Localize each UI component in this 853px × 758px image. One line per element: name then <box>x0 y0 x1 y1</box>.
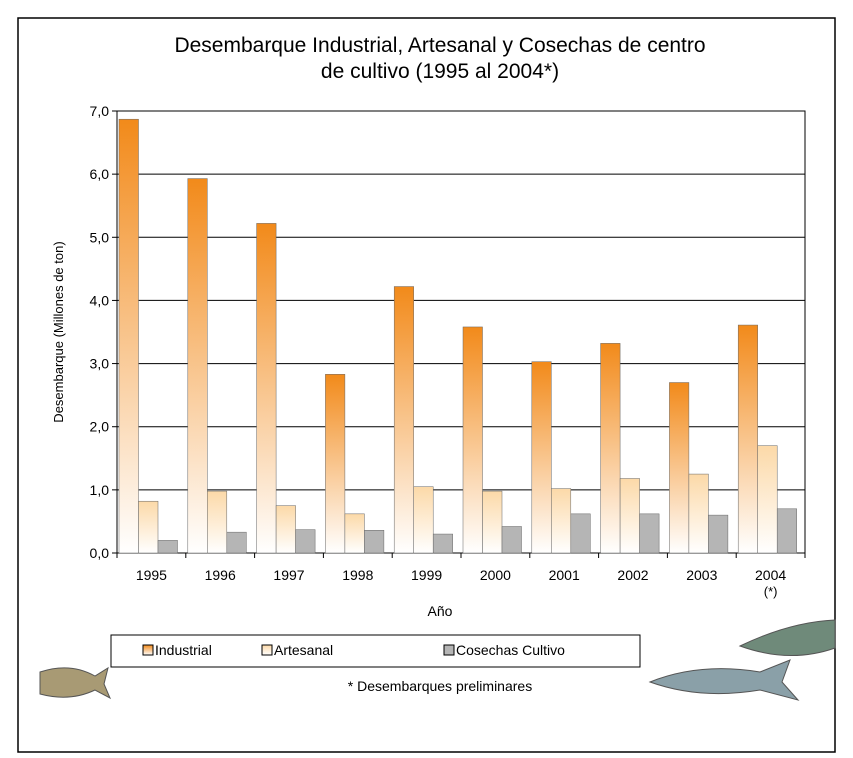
legend-swatch <box>261 644 273 656</box>
y-axis-label: Desembarque (Millones de ton) <box>51 241 66 422</box>
chart-title: de cultivo (1995 al 2004*) <box>321 60 559 83</box>
legend-label: Industrial <box>155 642 212 658</box>
x-axis-label: Año <box>428 603 453 619</box>
x-tick-label: 1996 <box>205 567 236 583</box>
bar <box>757 445 778 554</box>
y-tick-label: 3,0 <box>90 356 110 372</box>
bar <box>482 490 503 554</box>
y-tick-label: 5,0 <box>90 229 110 245</box>
fish-right <box>648 619 836 701</box>
x-tick-label: 1997 <box>273 567 304 583</box>
x-tick-label: 2004 <box>755 567 786 583</box>
y-tick-label: 7,0 <box>90 103 110 119</box>
bar <box>639 513 660 554</box>
bar <box>325 374 346 554</box>
y-tick-label: 4,0 <box>90 292 110 308</box>
bar <box>688 473 709 554</box>
bar <box>138 500 159 554</box>
y-tick-label: 6,0 <box>90 166 110 182</box>
footnote: * Desembarques preliminares <box>348 678 532 694</box>
x-tick-label: 2003 <box>686 567 717 583</box>
x-tick-label: 1995 <box>136 567 167 583</box>
bar <box>364 530 385 554</box>
bar <box>275 505 296 554</box>
x-tick-label: 2001 <box>549 567 580 583</box>
bar <box>207 490 228 554</box>
bar <box>344 513 365 554</box>
bar <box>570 513 591 554</box>
bar <box>295 529 316 554</box>
fish-left <box>39 666 112 700</box>
bar <box>413 486 434 554</box>
bar <box>501 526 522 554</box>
bar <box>256 223 277 554</box>
bar <box>118 118 139 554</box>
bar <box>462 326 483 554</box>
x-tick-label: 1998 <box>342 567 373 583</box>
legend-swatch <box>443 644 455 656</box>
x-tick-label: 2002 <box>617 567 648 583</box>
bar <box>157 540 178 554</box>
bar <box>776 508 797 554</box>
bar <box>187 178 208 554</box>
bar <box>393 286 414 554</box>
bar <box>708 514 729 554</box>
bar <box>226 531 247 554</box>
legend <box>110 634 641 668</box>
bar <box>551 488 572 554</box>
chart-title: Desembarque Industrial, Artesanal y Cose… <box>174 34 705 57</box>
legend-label: Cosechas Cultivo <box>456 642 565 658</box>
legend-label: Artesanal <box>274 642 333 658</box>
bar <box>619 478 640 554</box>
y-tick-label: 2,0 <box>90 419 110 435</box>
legend-swatch <box>142 644 154 656</box>
x-tick-label: 2000 <box>480 567 511 583</box>
bar <box>669 382 690 554</box>
bar <box>600 343 621 554</box>
bar <box>737 324 758 554</box>
bar <box>432 533 453 554</box>
y-tick-label: 1,0 <box>90 482 110 498</box>
x-tick-label: 1999 <box>411 567 442 583</box>
x-tick-note: (*) <box>764 584 778 599</box>
bar <box>531 361 552 554</box>
y-tick-label: 0,0 <box>90 545 110 561</box>
